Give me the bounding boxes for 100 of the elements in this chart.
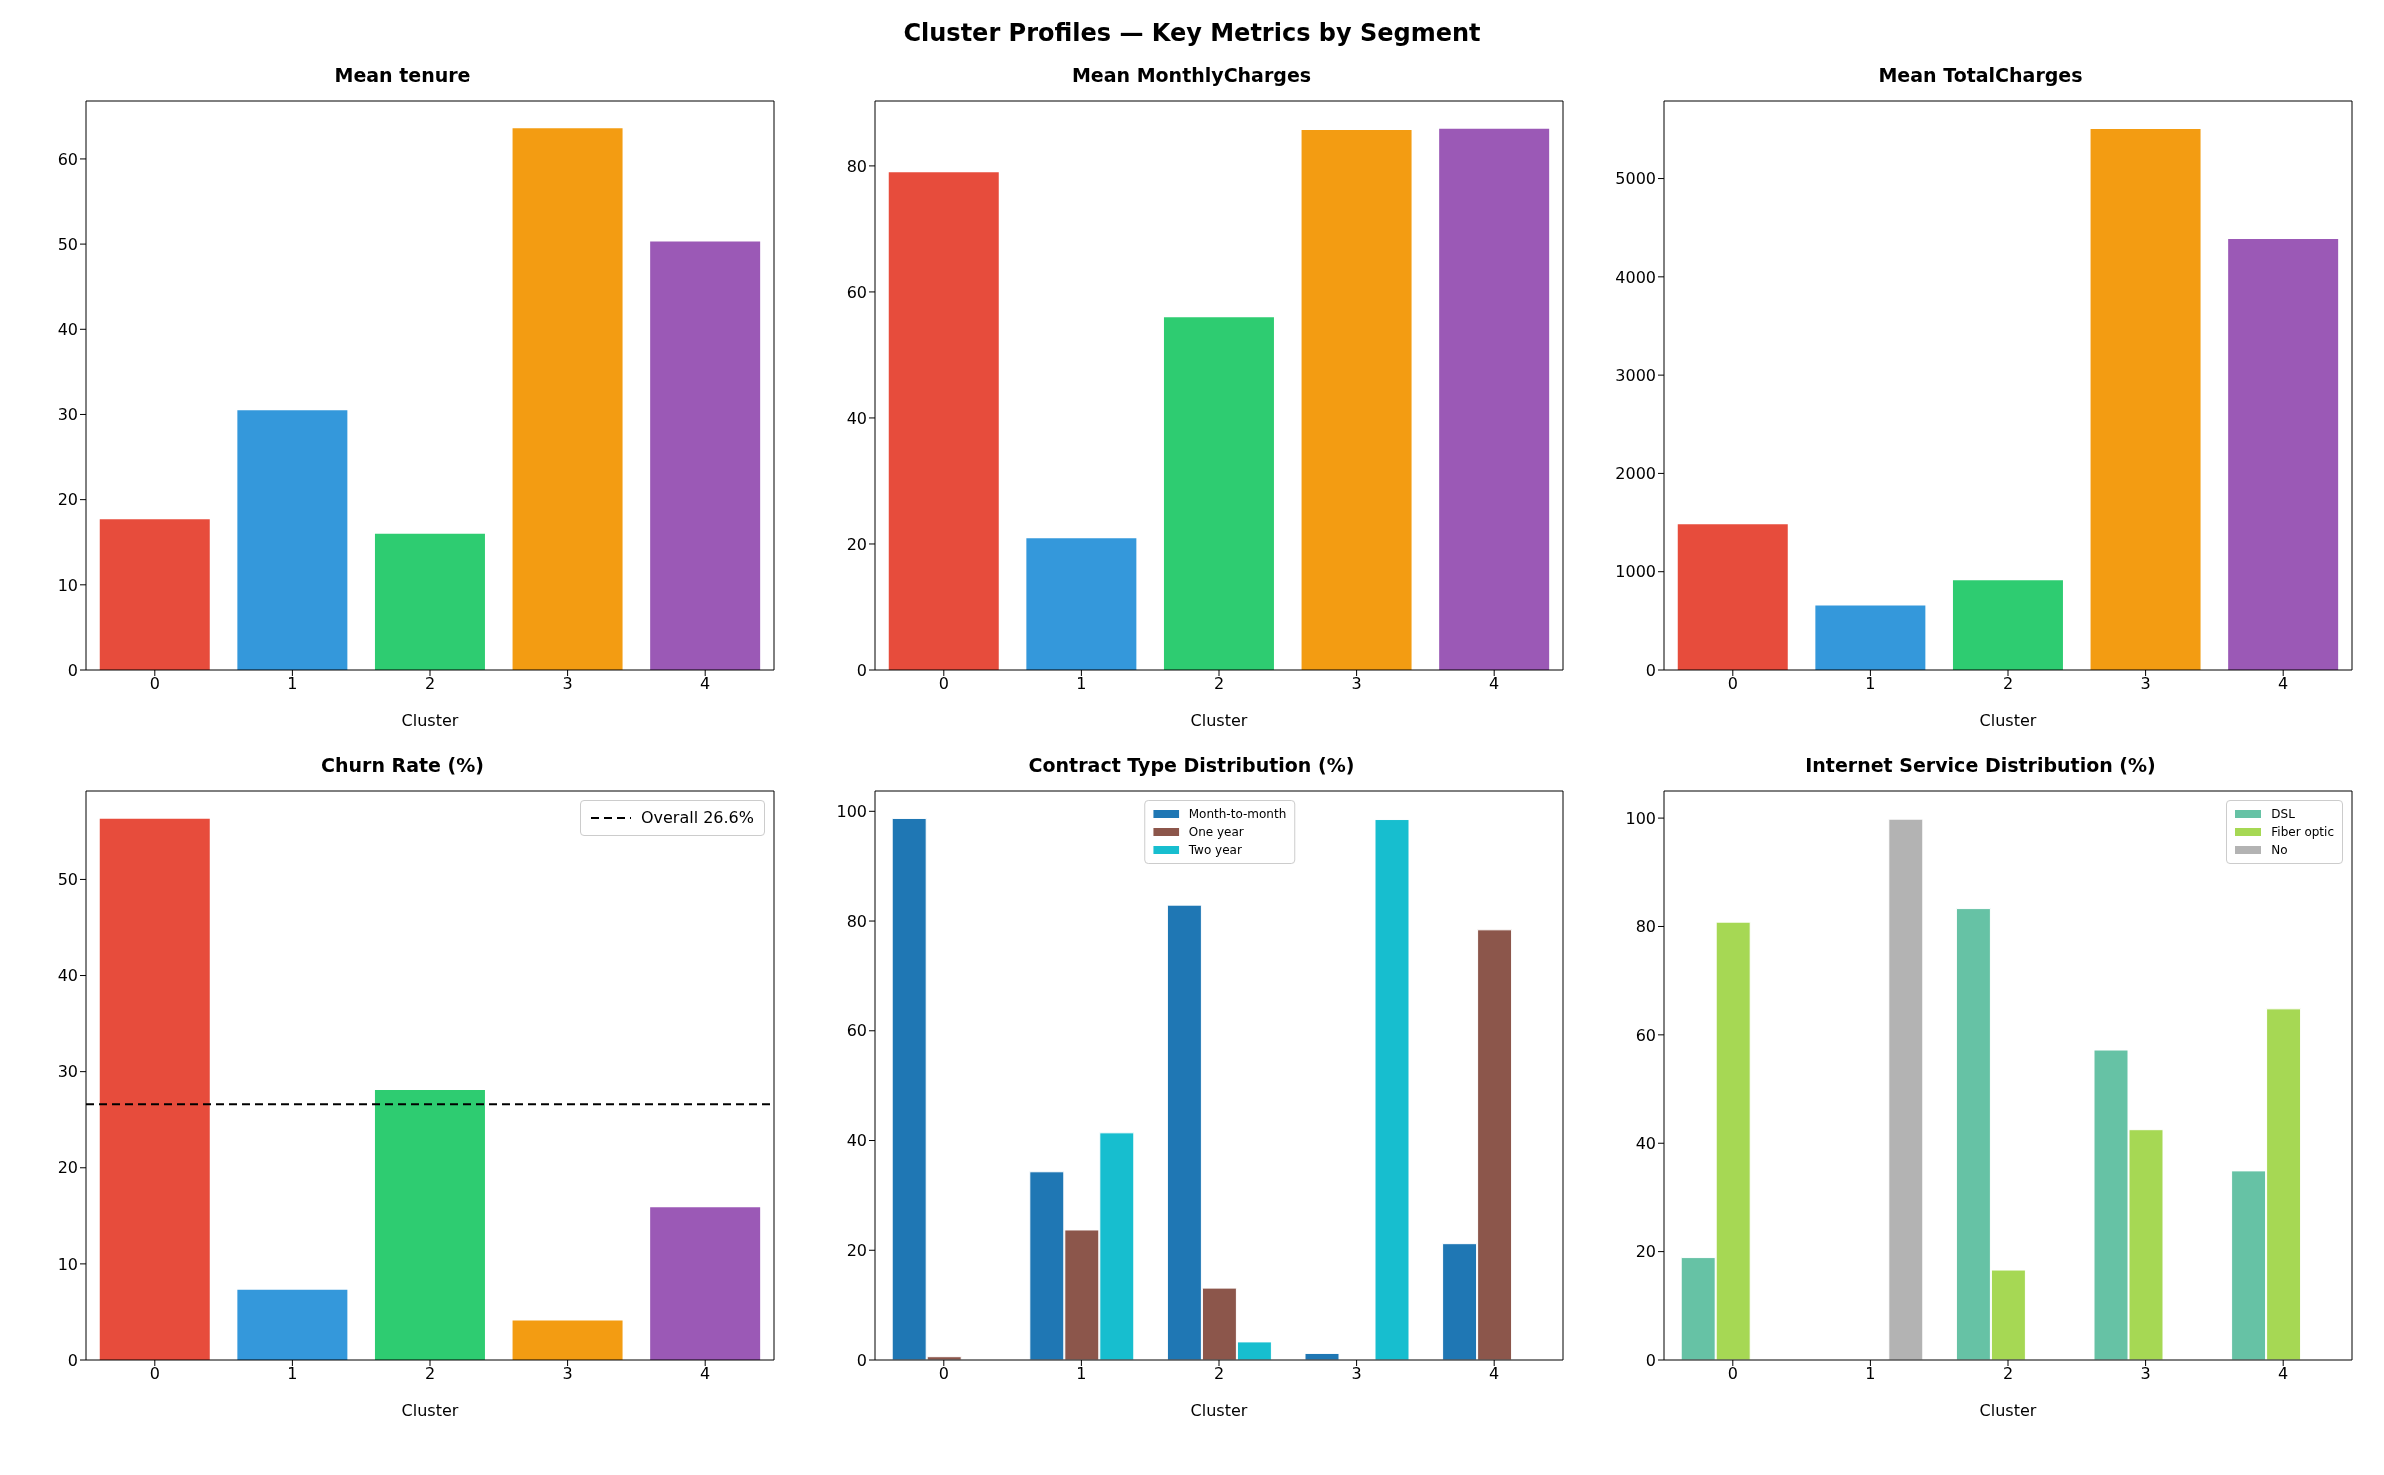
y-tick-label: 40 [57,966,78,986]
y-tick-label: 40 [846,408,867,428]
x-tick-label: 2 [2002,1364,2014,1384]
x-axis-title: Cluster [1979,1401,2037,1420]
x-axis-title: Cluster [401,1401,459,1420]
chart-title: Mean tenure [333,63,472,88]
bar [2228,239,2339,670]
chart-title: Contract Type Distribution (%) [1027,753,1356,778]
x-tick-label: 2 [424,674,436,694]
y-tick-label: 0 [1645,1350,1656,1370]
x-tick-label: 4 [1489,1364,1500,1384]
bar [1952,580,2063,670]
x-tick-label: 1 [1865,1364,1876,1384]
x-axis-title: Cluster [1979,711,2037,730]
y-tick-label: 0 [67,660,78,680]
y-tick-label: 100 [836,801,867,821]
x-tick-label: 1 [1865,674,1876,694]
y-tick-label: 50 [57,234,78,254]
y-tick-label: 5000 [1615,169,1656,189]
legend-label: No [2271,842,2288,859]
x-tick-label: 3 [2140,674,2151,694]
y-tick-label: 80 [1635,917,1656,937]
bar [1026,538,1137,670]
x-axis-title: Cluster [401,711,459,730]
y-tick-label: 0 [856,660,867,680]
chart-title: Internet Service Distribution (%) [1804,753,2157,778]
x-tick-label: 0 [149,1364,160,1384]
x-tick-label: 0 [938,674,949,694]
legend-label: Overall 26.6% [640,807,754,829]
x-tick-label: 2 [1213,674,1225,694]
legend-label: Fiber optic [2271,824,2334,841]
bar [1815,605,1926,670]
bar [888,172,999,670]
bar [99,818,210,1360]
text: Cluster Profiles — Key Metrics by Segment [902,18,1482,49]
y-tick-label: 60 [846,282,867,302]
x-tick-label: 3 [562,1364,573,1384]
chart-title: Mean MonthlyCharges [1070,63,1313,88]
x-tick-label: 3 [1351,674,1362,694]
y-tick-label: 20 [57,1158,78,1178]
y-tick-label: 0 [856,1350,867,1370]
bar [374,1089,485,1360]
bar [1374,819,1410,1360]
y-tick-label: 80 [846,156,867,176]
bar [512,128,623,670]
y-tick-label: 10 [57,1254,78,1274]
x-tick-label: 3 [1351,1364,1362,1384]
y-tick-label: 20 [57,490,78,510]
y-tick-label: 4000 [1615,267,1656,287]
y-tick-label: 1000 [1615,562,1656,582]
x-tick-label: 4 [2278,674,2289,694]
y-tick-label: 0 [67,1350,78,1370]
y-tick-label: 60 [1635,1025,1656,1045]
legend-label: One year [1188,824,1244,841]
y-tick-label: 10 [57,575,78,595]
bar [1677,524,1788,670]
x-tick-label: 1 [1076,674,1087,694]
y-tick-label: 0 [1645,660,1656,680]
legend-label: DSL [2271,806,2295,823]
x-tick-label: 1 [287,1364,298,1384]
y-tick-label: 100 [1625,808,1656,828]
legend-label: Month-to-month [1188,806,1287,823]
legend-label: Two year [1188,842,1242,859]
bar [237,410,348,670]
x-tick-label: 3 [2140,1364,2151,1384]
bar [1439,128,1550,670]
x-tick-label: 4 [700,674,711,694]
x-tick-label: 3 [562,674,573,694]
bar [650,241,761,670]
y-tick-label: 40 [57,319,78,339]
x-tick-label: 4 [2278,1364,2289,1384]
bar [1301,129,1412,670]
y-tick-label: 30 [57,405,78,425]
x-axis-title: Cluster [1190,711,1248,730]
x-tick-label: 4 [1489,674,1500,694]
x-tick-label: 0 [938,1364,949,1384]
y-tick-label: 50 [57,870,78,890]
bar [237,1289,348,1360]
bar [512,1320,623,1360]
y-tick-label: 20 [1635,1242,1656,1262]
bar [1888,818,1924,1360]
y-tick-label: 60 [846,1021,867,1041]
x-tick-label: 2 [2002,674,2014,694]
bar [650,1207,761,1360]
y-tick-label: 40 [1635,1133,1656,1153]
y-tick-label: 30 [57,1062,78,1082]
x-tick-label: 2 [424,1364,436,1384]
y-tick-label: 20 [846,534,867,554]
bar [2090,129,2201,670]
x-tick-label: 1 [287,674,298,694]
bar [374,533,485,670]
y-tick-label: 2000 [1615,464,1656,484]
y-tick-label: 80 [846,911,867,931]
x-tick-label: 0 [1727,674,1738,694]
x-tick-label: 4 [700,1364,711,1384]
chart-title: Mean TotalCharges [1877,63,2084,88]
y-tick-label: 3000 [1615,365,1656,385]
x-tick-label: 0 [1727,1364,1738,1384]
chart-title: Churn Rate (%) [320,753,485,778]
x-tick-label: 0 [149,674,160,694]
